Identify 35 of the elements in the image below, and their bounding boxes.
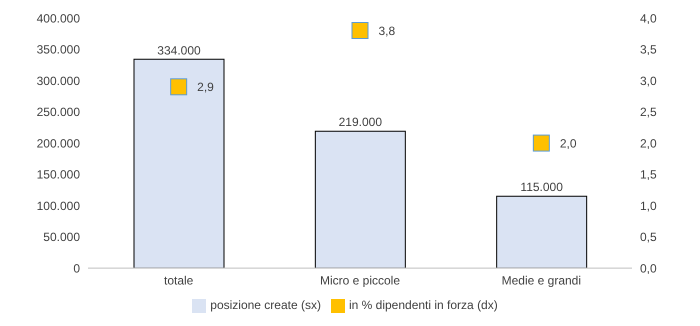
data-label: 334.000 xyxy=(157,43,202,58)
y2-tick-label: 4,0 xyxy=(640,11,658,26)
point xyxy=(532,134,550,152)
y2-tick-label: 0,0 xyxy=(640,261,658,276)
y-tick-label: 300.000 xyxy=(36,74,80,88)
y2-tick-label: 3,5 xyxy=(640,42,658,57)
legend-label: posizione create (sx) xyxy=(210,298,321,312)
y2-tick-label: 3,0 xyxy=(640,74,658,88)
x-tick-label: totale xyxy=(164,274,194,288)
y-tick-label: 250.000 xyxy=(36,105,80,120)
y2-tick-label: 1,5 xyxy=(640,168,658,182)
x-tick-label: Micro e piccole xyxy=(320,274,400,288)
bar xyxy=(134,58,224,268)
y2-tick-label: 0,5 xyxy=(640,230,658,244)
point xyxy=(170,78,188,96)
y-tick-label: 350.000 xyxy=(36,42,80,57)
y-tick-label: 400.000 xyxy=(36,11,80,26)
legend-label: in % dipendenti in forza (dx) xyxy=(348,298,498,312)
y2-tick-label: 2,5 xyxy=(640,105,658,120)
data-label: 219.000 xyxy=(338,115,382,130)
y-tick-label: 0 xyxy=(73,261,80,276)
data-label: 2,0 xyxy=(560,136,577,150)
data-label: 3,8 xyxy=(378,24,396,38)
y-tick-label: 150.000 xyxy=(36,168,80,182)
y-tick-label: 200.000 xyxy=(36,136,80,150)
data-label: 115.000 xyxy=(520,180,564,194)
data-label: 2,9 xyxy=(197,80,214,94)
point xyxy=(352,22,368,40)
x-tick-label: Medie e grandi xyxy=(502,274,582,288)
y-tick-label: 50.000 xyxy=(43,230,80,244)
y2-tick-label: 2,0 xyxy=(640,136,658,150)
bar xyxy=(496,196,588,268)
bar xyxy=(314,130,406,268)
y2-tick-label: 1,0 xyxy=(640,198,658,213)
y-tick-label: 100.000 xyxy=(36,198,80,213)
